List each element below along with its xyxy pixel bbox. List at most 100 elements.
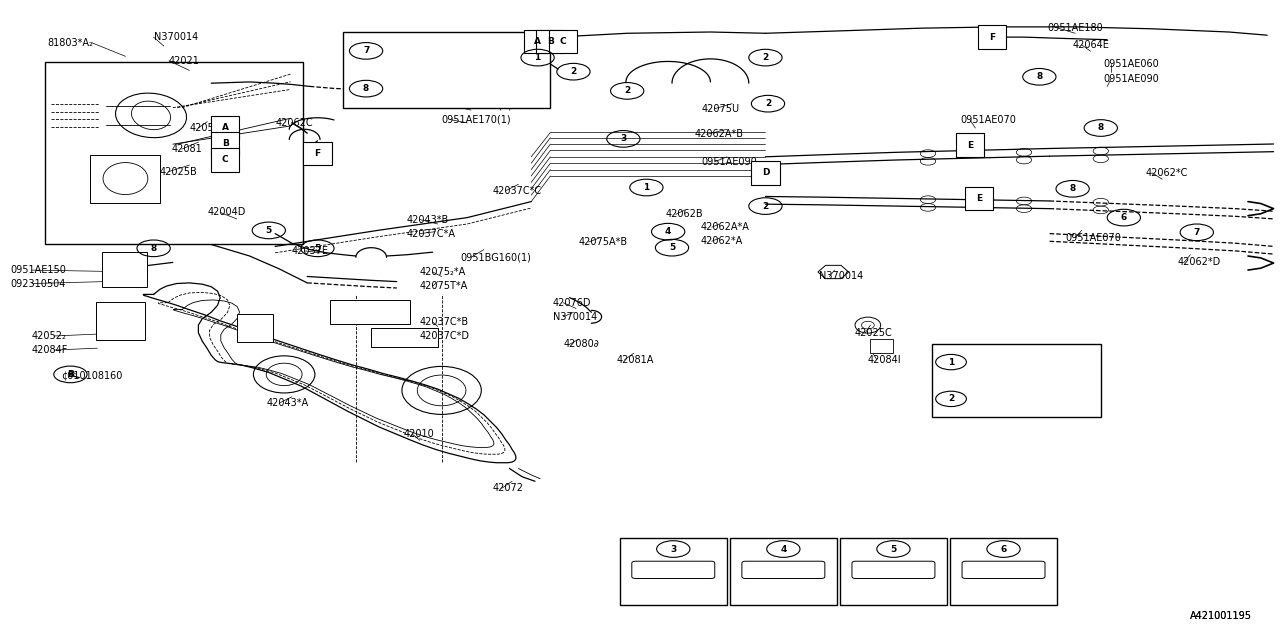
FancyBboxPatch shape: [524, 29, 552, 53]
Text: 8: 8: [151, 244, 156, 253]
Text: 2: 2: [625, 86, 630, 95]
FancyBboxPatch shape: [330, 300, 410, 324]
Text: 42037C*A: 42037C*A: [407, 228, 456, 239]
Text: 42037C*C: 42037C*C: [493, 186, 541, 196]
Text: 42010: 42010: [403, 429, 434, 439]
Text: 42076D: 42076D: [553, 298, 591, 308]
FancyBboxPatch shape: [978, 25, 1006, 49]
Text: 092310504: 092310504: [10, 278, 65, 289]
Text: 0951AE090: 0951AE090: [701, 157, 758, 167]
Text: A421001195: A421001195: [1190, 611, 1252, 621]
Text: 42043*A: 42043*A: [266, 398, 308, 408]
Text: 42062C: 42062C: [275, 118, 312, 128]
Text: 42037B*E: 42037B*E: [762, 590, 805, 599]
Text: 42037B*B: 42037B*B: [650, 590, 696, 599]
Text: 4: 4: [781, 545, 786, 554]
FancyBboxPatch shape: [211, 148, 239, 172]
FancyBboxPatch shape: [237, 314, 273, 342]
Text: 42037E: 42037E: [292, 246, 329, 256]
Text: 8: 8: [1098, 124, 1103, 132]
Text: 2: 2: [765, 99, 771, 108]
Text: 42062A*B: 42062A*B: [695, 129, 744, 140]
Text: 42075A*B: 42075A*B: [579, 237, 627, 247]
FancyBboxPatch shape: [840, 538, 947, 605]
Text: 42064E: 42064E: [1073, 40, 1110, 50]
Text: 0951BG160(1): 0951BG160(1): [461, 252, 531, 262]
Text: A421001195: A421001195: [1190, 611, 1252, 621]
FancyBboxPatch shape: [90, 155, 160, 203]
Text: 42037C*C: 42037C*C: [454, 32, 503, 42]
Text: C: C: [559, 37, 567, 46]
Text: 8: 8: [1037, 72, 1042, 81]
Text: B: B: [221, 140, 229, 148]
FancyBboxPatch shape: [632, 561, 714, 579]
Text: 0951AE090: 0951AE090: [1103, 74, 1160, 84]
Text: 42025B: 42025B: [160, 166, 197, 177]
Text: A: A: [534, 37, 541, 46]
Text: 42021: 42021: [169, 56, 200, 66]
Text: 42037C*B: 42037C*B: [420, 317, 468, 327]
Text: F: F: [315, 149, 320, 158]
FancyBboxPatch shape: [965, 187, 993, 210]
Text: 42052₂: 42052₂: [32, 331, 67, 341]
Text: 0951AE150: 0951AE150: [10, 265, 67, 275]
Text: 5: 5: [266, 226, 271, 235]
Text: 0951AE180: 0951AE180: [1047, 22, 1103, 33]
Text: 6: 6: [1001, 545, 1006, 554]
Text: 42037D: 42037D: [876, 590, 911, 599]
Text: 42058A: 42058A: [189, 123, 227, 133]
Text: 3: 3: [671, 545, 676, 554]
Text: 42081A: 42081A: [617, 355, 654, 365]
Text: N370014: N370014: [154, 32, 198, 42]
Text: 8: 8: [1070, 184, 1075, 193]
Text: 4: 4: [666, 227, 671, 236]
Text: 0951AE070: 0951AE070: [1065, 233, 1121, 243]
Text: 1: 1: [535, 53, 540, 62]
Text: 42062*A: 42062*A: [700, 236, 742, 246]
Text: 2: 2: [763, 202, 768, 211]
FancyBboxPatch shape: [96, 302, 145, 340]
Text: 7: 7: [1194, 228, 1199, 237]
FancyBboxPatch shape: [536, 29, 564, 53]
FancyBboxPatch shape: [371, 328, 438, 347]
Text: N370014: N370014: [819, 271, 864, 282]
Text: 81803*A₂: 81803*A₂: [47, 38, 93, 48]
FancyBboxPatch shape: [620, 538, 727, 605]
Text: 0951AE060: 0951AE060: [1103, 59, 1160, 69]
Text: 57587C: 57587C: [397, 46, 435, 56]
Text: W18601: W18601: [977, 357, 1018, 367]
Text: 42062A*A: 42062A*A: [700, 222, 749, 232]
Text: B: B: [547, 37, 554, 46]
Text: 42084F: 42084F: [32, 345, 68, 355]
Text: 7: 7: [364, 46, 369, 56]
Text: 6: 6: [1121, 213, 1126, 222]
FancyBboxPatch shape: [549, 29, 577, 53]
Text: 42084I: 42084I: [868, 355, 901, 365]
Text: 42037B*D: 42037B*D: [980, 590, 1027, 599]
FancyBboxPatch shape: [932, 344, 1101, 417]
Text: 42062*D: 42062*D: [1178, 257, 1221, 268]
Text: 1: 1: [948, 358, 954, 367]
Text: C: C: [221, 156, 229, 164]
FancyBboxPatch shape: [870, 339, 893, 353]
FancyBboxPatch shape: [45, 62, 303, 244]
Text: 42075₂*A: 42075₂*A: [420, 267, 466, 277]
Text: 42075T*A: 42075T*A: [420, 281, 468, 291]
Text: 8: 8: [364, 84, 369, 93]
FancyBboxPatch shape: [730, 538, 837, 605]
Text: 3: 3: [621, 134, 626, 143]
Text: 42037C*D: 42037C*D: [420, 331, 470, 341]
FancyBboxPatch shape: [956, 133, 984, 157]
FancyBboxPatch shape: [211, 132, 239, 156]
Text: 42043*B: 42043*B: [407, 214, 449, 225]
Text: 0951AE070: 0951AE070: [960, 115, 1016, 125]
Text: B: B: [67, 370, 74, 379]
Text: D: D: [762, 168, 769, 177]
FancyBboxPatch shape: [742, 561, 824, 579]
FancyBboxPatch shape: [343, 32, 550, 108]
Text: E: E: [977, 194, 982, 203]
FancyBboxPatch shape: [950, 538, 1057, 605]
Text: 2: 2: [948, 394, 954, 403]
Text: 092313103: 092313103: [977, 394, 1033, 404]
Text: E: E: [968, 141, 973, 150]
